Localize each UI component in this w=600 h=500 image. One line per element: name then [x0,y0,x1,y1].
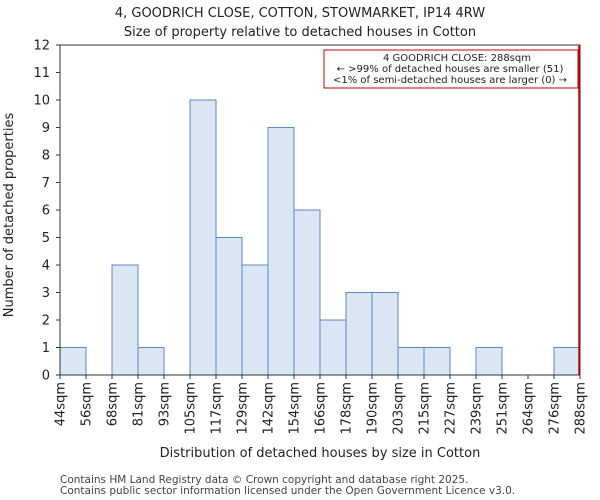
y-tick-label: 5 [42,231,50,246]
plot-frame [59,44,581,376]
y-tick-label: 11 [33,66,50,81]
x-tick-label: 81sqm [132,382,147,426]
annotation-line-3: <1% of semi-detached houses are larger (… [333,75,567,86]
bar-129sqm [241,264,269,376]
x-axis-ticks: 44sqm 56sqm 68sqm 81sqm 93sqm 105sqm 117sqm 129… [54,375,589,435]
footer-line-1: Contains HM Land Registry data © Crown c… [60,474,468,486]
bar-105sqm [189,99,217,376]
x-tick-label: 56sqm [80,382,95,426]
x-tick-label: 93sqm [158,382,173,426]
bar-203sqm [397,347,425,376]
x-tick-label: 117sqm [210,382,225,435]
annotation-line-2: ← >99% of detached houses are smaller (5… [337,64,564,75]
y-tick-label: 9 [42,121,50,136]
x-tick-label: 227sqm [444,382,459,435]
bar-215sqm [423,347,451,376]
x-tick-label: 288sqm [574,382,589,435]
x-tick-label: 68sqm [106,382,121,426]
bar-154sqm [293,209,321,376]
x-tick-label: 44sqm [54,382,69,426]
y-tick-label: 6 [42,204,50,219]
bars-group [59,99,581,376]
x-tick-label: 105sqm [184,382,199,435]
bar-190sqm [371,292,399,376]
y-tick-label: 7 [42,176,50,191]
bar-117sqm [215,237,243,376]
y-tick-label: 1 [42,341,50,356]
bar-68sqm [111,264,139,376]
y-tick-label: 3 [42,286,50,301]
x-tick-label: 190sqm [366,382,381,435]
x-tick-label: 215sqm [418,382,433,435]
y-axis-label: Number of detached properties [2,113,17,318]
x-tick-label: 178sqm [340,382,355,435]
chart-title: 4, GOODRICH CLOSE, COTTON, STOWMARKET, I… [115,6,485,21]
bar-239sqm [475,347,503,376]
bar-81sqm [137,347,165,376]
annotation-box: 4 GOODRICH CLOSE: 288sqm ← >99% of detac… [323,49,579,89]
x-tick-label: 264sqm [522,382,537,435]
x-tick-label: 276sqm [548,382,563,435]
x-tick-label: 142sqm [262,382,277,435]
x-tick-label: 154sqm [288,382,303,435]
y-tick-label: 10 [33,94,50,109]
x-tick-label: 239sqm [470,382,485,435]
x-tick-label: 251sqm [496,382,511,435]
y-tick-label: 2 [42,314,50,329]
x-tick-label: 166sqm [314,382,329,435]
y-tick-label: 4 [42,259,50,274]
bar-142sqm [267,127,295,376]
bar-44sqm [59,347,87,376]
bar-166sqm [319,319,347,376]
y-tick-label: 8 [42,149,50,164]
bar-178sqm [345,292,373,376]
footer-line-2: Contains public sector information licen… [60,485,515,497]
y-tick-label: 0 [42,369,50,384]
bar-276sqm [553,347,581,376]
x-axis-label: Distribution of detached houses by size … [160,446,481,461]
annotation-line-1: 4 GOODRICH CLOSE: 288sqm [383,53,531,64]
chart-subtitle: Size of property relative to detached ho… [124,25,476,40]
x-tick-label: 129sqm [236,382,251,435]
y-tick-label: 12 [33,39,50,54]
x-tick-label: 203sqm [392,382,407,435]
annotation-frame [323,49,579,89]
